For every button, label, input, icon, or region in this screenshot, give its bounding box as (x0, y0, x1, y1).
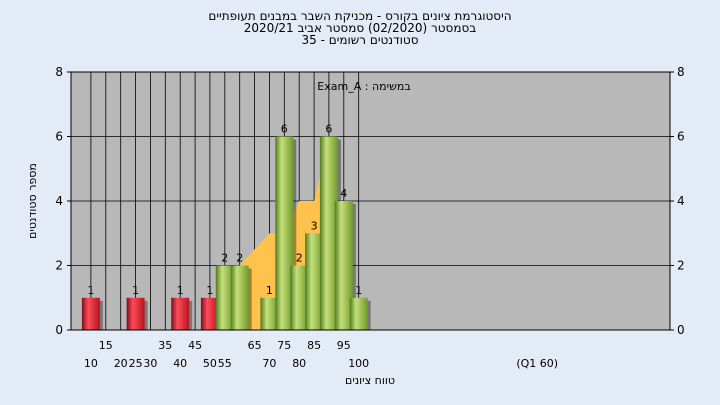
bar (260, 297, 279, 331)
bar-value-label: 1 (206, 284, 213, 297)
x-tick-label: 15 (99, 339, 113, 352)
x-tick-label: 20 (114, 357, 128, 370)
bar (81, 297, 100, 331)
x-tick-label: 70 (262, 357, 276, 370)
bar-value-label: 2 (221, 252, 228, 265)
bar (290, 265, 309, 330)
bar (171, 297, 190, 331)
bar-value-label: 4 (340, 187, 347, 200)
bar (215, 265, 234, 330)
bar-value-label: 2 (296, 252, 303, 265)
x-tick-label: 30 (143, 357, 157, 370)
x-tick-label: 85 (307, 339, 321, 352)
y-tick-label-right: 2 (677, 259, 685, 273)
x-tick-label: 100 (348, 357, 369, 370)
bar (305, 233, 324, 331)
x-tick-label: 95 (337, 339, 351, 352)
x-tick-label: (Q1 60) (516, 357, 558, 370)
x-tick-label: 75 (277, 339, 291, 352)
bar-value-label: 2 (236, 252, 243, 265)
y-tick-label: 8 (55, 65, 63, 79)
y-tick-label-right: 0 (677, 323, 685, 337)
bar-value-label: 6 (325, 123, 332, 136)
bar-layer (81, 136, 371, 331)
x-tick-label: 35 (158, 339, 172, 352)
bar-value-label: 1 (177, 284, 184, 297)
y-tick-label: 0 (55, 323, 63, 337)
x-tick-label: 80 (292, 357, 306, 370)
y-axis-label: מספר סטודנטים (26, 163, 39, 239)
annotation-label: במשימה : Exam_A (317, 80, 410, 93)
y-tick-label-right: 6 (677, 130, 685, 144)
bar-value-label: 1 (87, 284, 94, 297)
y-tick-label: 6 (55, 130, 63, 144)
y-tick-label: 2 (55, 259, 63, 273)
bar-value-label: 6 (281, 123, 288, 136)
x-tick-label: 65 (248, 339, 262, 352)
bar (334, 201, 353, 330)
bar-value-label: 1 (132, 284, 139, 297)
y-tick-label: 4 (55, 194, 63, 208)
chart-title-line-3: סטודנטים רשומים - 35 (301, 33, 419, 47)
x-axis-label: טווח ציונים (345, 374, 395, 387)
bar (275, 136, 294, 330)
bar (200, 297, 219, 331)
bar-value-label: 1 (355, 284, 362, 297)
y-axis-left: 0 2 4 6 8 (55, 65, 71, 337)
y-tick-label-right: 4 (677, 194, 685, 208)
x-tick-label: 25 (129, 357, 143, 370)
x-tick-label: 10 (84, 357, 98, 370)
bar (126, 297, 145, 331)
x-tick-label: 40 (173, 357, 187, 370)
bar-value-label: 3 (311, 219, 318, 232)
bar-value-label: 1 (266, 284, 273, 297)
x-tick-label: 55 (218, 357, 232, 370)
bar (349, 297, 368, 331)
y-tick-label-right: 8 (677, 65, 685, 79)
x-tick-label: 50 (203, 357, 217, 370)
bar (230, 265, 249, 330)
y-axis-right: 0 2 4 6 8 (670, 65, 685, 337)
chart-title-line-2: בסמסטר (02/2020) סמסטר אביב 2020/21 (243, 21, 477, 35)
bar (319, 136, 338, 330)
chart-titles: היסטוגרמת ציונים בקורס - מכניקת השבר במב… (0, 10, 720, 46)
chart-title-line-1: היסטוגרמת ציונים בקורס - מכניקת השבר במב… (208, 9, 512, 23)
x-tick-label: 45 (188, 339, 202, 352)
